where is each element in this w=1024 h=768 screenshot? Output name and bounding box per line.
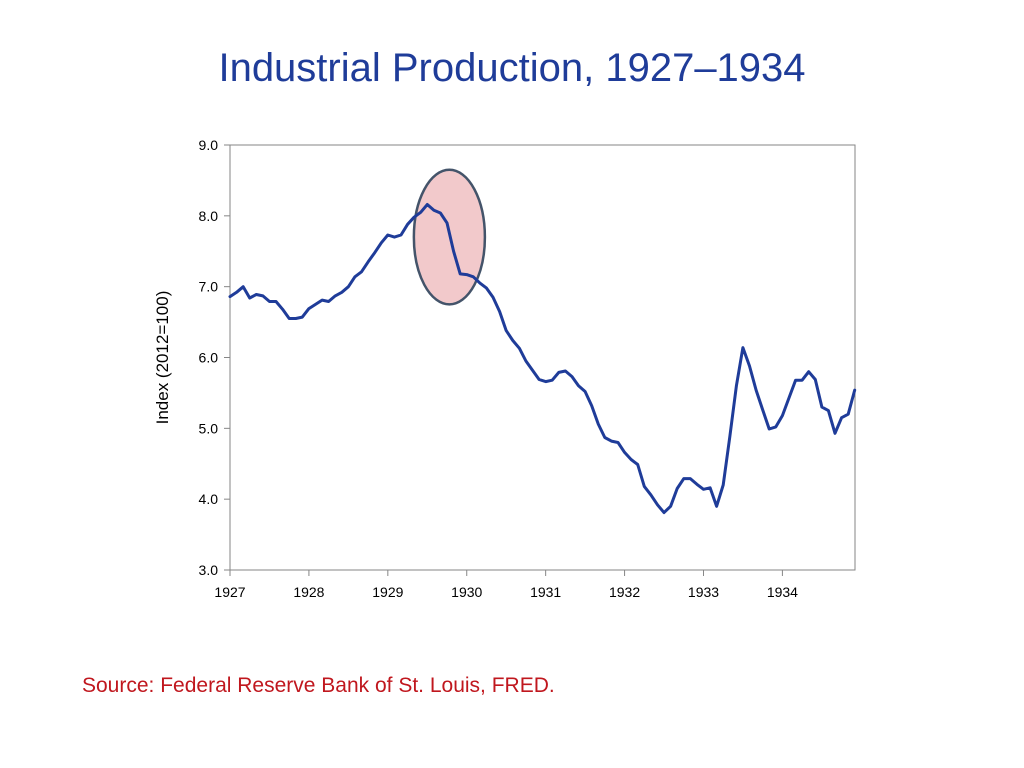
- y-tick-label: 6.0: [199, 350, 219, 366]
- y-tick-label: 3.0: [199, 562, 219, 578]
- y-axis-label: Index (2012=100): [153, 291, 172, 425]
- x-tick-label: 1927: [214, 584, 245, 600]
- series-line-industrial-production: [228, 203, 857, 515]
- slide-title: Industrial Production, 1927–1934: [218, 46, 806, 90]
- source-note: Source: Federal Reserve Bank of St. Loui…: [82, 674, 555, 697]
- y-tick-label: 4.0: [199, 491, 219, 507]
- y-tick-label: 8.0: [199, 208, 219, 224]
- y-tick-label: 5.0: [199, 420, 219, 436]
- x-tick-label: 1928: [293, 584, 324, 600]
- y-tick-label: 7.0: [199, 279, 219, 295]
- x-axis: 1927 1928 1929 1930 1931 1932 1933 1934: [214, 570, 798, 600]
- x-tick-label: 1932: [609, 584, 640, 600]
- y-axis: 3.0 4.0 5.0 6.0 7.0 8.0 9.0: [199, 137, 230, 578]
- plot-frame: [229, 144, 856, 571]
- y-tick-label: 9.0: [199, 137, 219, 153]
- x-tick-label: 1931: [530, 584, 561, 600]
- x-tick-label: 1934: [767, 584, 798, 600]
- x-tick-label: 1929: [372, 584, 403, 600]
- x-tick-label: 1930: [451, 584, 482, 600]
- x-tick-label: 1933: [688, 584, 719, 600]
